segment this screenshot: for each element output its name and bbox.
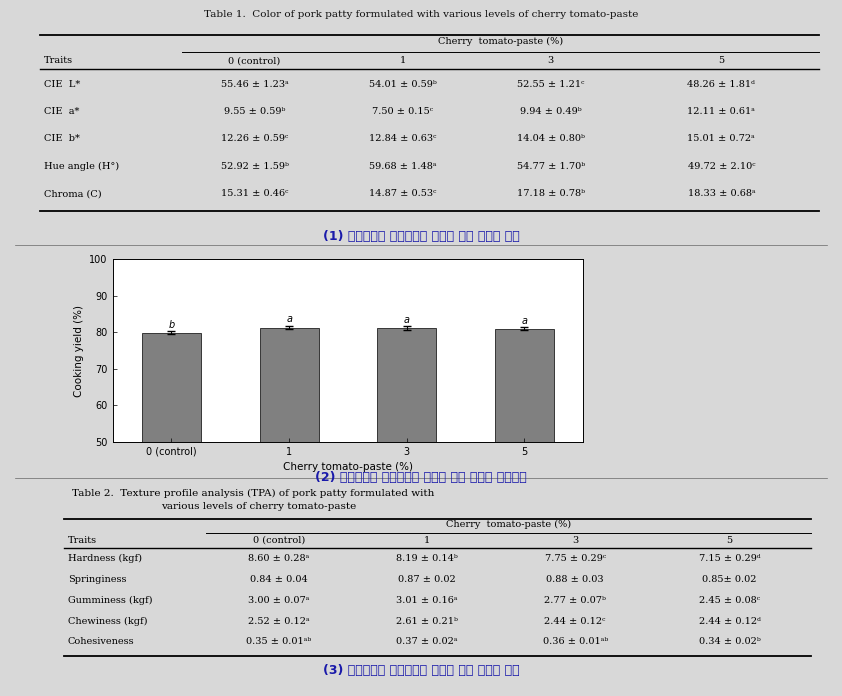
Text: CIE  L*: CIE L* <box>44 79 80 88</box>
Text: 1: 1 <box>400 56 406 65</box>
Text: (3) 방울토마토 페이스트를 첨가한 돈육 패티의 물성: (3) 방울토마토 페이스트를 첨가한 돈육 패티의 물성 <box>322 664 520 677</box>
Text: Hue angle (H°): Hue angle (H°) <box>44 161 119 171</box>
Text: various levels of cherry tomato-paste: various levels of cherry tomato-paste <box>162 502 356 511</box>
Text: 0.85± 0.02: 0.85± 0.02 <box>702 575 757 584</box>
Text: 0.87 ± 0.02: 0.87 ± 0.02 <box>398 575 456 584</box>
Text: 48.26 ± 1.81ᵈ: 48.26 ± 1.81ᵈ <box>687 79 755 88</box>
Text: 2.52 ± 0.12ᵃ: 2.52 ± 0.12ᵃ <box>248 617 310 626</box>
Text: 17.18 ± 0.78ᵇ: 17.18 ± 0.78ᵇ <box>517 189 585 198</box>
Text: CIE  a*: CIE a* <box>44 107 79 116</box>
Text: a: a <box>404 315 410 324</box>
Text: Traits: Traits <box>44 56 72 65</box>
Text: 0.84 ± 0.04: 0.84 ± 0.04 <box>250 575 308 584</box>
Text: 2.44 ± 0.12ᵈ: 2.44 ± 0.12ᵈ <box>699 617 760 626</box>
Text: 2.45 ± 0.08ᶜ: 2.45 ± 0.08ᶜ <box>699 596 760 605</box>
Text: 15.01 ± 0.72ᵃ: 15.01 ± 0.72ᵃ <box>687 134 755 143</box>
Text: 0.37 ± 0.02ᵃ: 0.37 ± 0.02ᵃ <box>397 638 458 647</box>
Text: (2) 방울토마토 페이스트를 첨가한 돈육 패티의 가열수율: (2) 방울토마토 페이스트를 첨가한 돈육 패티의 가열수율 <box>315 471 527 484</box>
Text: 0.35 ± 0.01ᵃᵇ: 0.35 ± 0.01ᵃᵇ <box>247 638 312 647</box>
Text: (1) 방울토마토 페이스트를 쳊가한 돈육 패티의 색도: (1) 방울토마토 페이스트를 쳊가한 돈육 패티의 색도 <box>322 230 520 243</box>
Text: 0.34 ± 0.02ᵇ: 0.34 ± 0.02ᵇ <box>699 638 760 647</box>
Text: Gumminess (kgf): Gumminess (kgf) <box>68 596 152 605</box>
Text: Cherry  tomato-paste (%): Cherry tomato-paste (%) <box>438 37 562 46</box>
Text: a: a <box>286 315 292 324</box>
Text: 3: 3 <box>572 536 578 545</box>
Text: 15.31 ± 0.46ᶜ: 15.31 ± 0.46ᶜ <box>221 189 288 198</box>
Text: 3.01 ± 0.16ᵃ: 3.01 ± 0.16ᵃ <box>397 596 458 605</box>
Text: 9.94 ± 0.49ᵇ: 9.94 ± 0.49ᵇ <box>520 107 582 116</box>
Text: a: a <box>521 316 527 326</box>
Text: 52.55 ± 1.21ᶜ: 52.55 ± 1.21ᶜ <box>517 79 584 88</box>
Text: 0.36 ± 0.01ᵃᵇ: 0.36 ± 0.01ᵃᵇ <box>542 638 608 647</box>
Bar <box>377 328 436 625</box>
Bar <box>142 333 201 625</box>
Text: 55.46 ± 1.23ᵃ: 55.46 ± 1.23ᵃ <box>221 79 289 88</box>
Text: 2.61 ± 0.21ᵇ: 2.61 ± 0.21ᵇ <box>396 617 458 626</box>
Text: 2.77 ± 0.07ᵇ: 2.77 ± 0.07ᵇ <box>544 596 606 605</box>
Text: CIE  b*: CIE b* <box>44 134 79 143</box>
Text: 9.55 ± 0.59ᵇ: 9.55 ± 0.59ᵇ <box>224 107 285 116</box>
Text: 49.72 ± 2.10ᶜ: 49.72 ± 2.10ᶜ <box>688 161 755 171</box>
Text: 5: 5 <box>718 56 724 65</box>
Bar <box>259 328 318 625</box>
Text: Cherry  tomato-paste (%): Cherry tomato-paste (%) <box>445 521 571 530</box>
X-axis label: Cherry tomato-paste (%): Cherry tomato-paste (%) <box>283 462 413 473</box>
Text: 14.04 ± 0.80ᵇ: 14.04 ± 0.80ᵇ <box>517 134 585 143</box>
Text: 0.88 ± 0.03: 0.88 ± 0.03 <box>546 575 604 584</box>
Text: 7.75 ± 0.29ᶜ: 7.75 ± 0.29ᶜ <box>545 554 606 563</box>
Text: 12.11 ± 0.61ᵃ: 12.11 ± 0.61ᵃ <box>687 107 755 116</box>
Text: 7.15 ± 0.29ᵈ: 7.15 ± 0.29ᵈ <box>699 554 760 563</box>
Text: 3.00 ± 0.07ᵃ: 3.00 ± 0.07ᵃ <box>248 596 310 605</box>
Text: 0 (control): 0 (control) <box>253 536 305 545</box>
Text: 54.01 ± 0.59ᵇ: 54.01 ± 0.59ᵇ <box>369 79 437 88</box>
Text: 8.19 ± 0.14ᵇ: 8.19 ± 0.14ᵇ <box>397 554 458 563</box>
Text: 52.92 ± 1.59ᵇ: 52.92 ± 1.59ᵇ <box>221 161 289 171</box>
Text: b: b <box>168 319 174 330</box>
Text: 2.44 ± 0.12ᶜ: 2.44 ± 0.12ᶜ <box>545 617 606 626</box>
Text: Table 1.  Color of pork patty formulated with various levels of cherry tomato-pa: Table 1. Color of pork patty formulated … <box>204 10 638 19</box>
Text: 1: 1 <box>424 536 430 545</box>
Text: 7.50 ± 0.15ᶜ: 7.50 ± 0.15ᶜ <box>372 107 434 116</box>
Text: Chewiness (kgf): Chewiness (kgf) <box>68 617 147 626</box>
Text: Traits: Traits <box>68 536 97 545</box>
Text: Cohesiveness: Cohesiveness <box>68 638 135 647</box>
Text: 8.60 ± 0.28ᵃ: 8.60 ± 0.28ᵃ <box>248 554 310 563</box>
Text: Table 2.  Texture profile analysis (TPA) of pork patty formulated with: Table 2. Texture profile analysis (TPA) … <box>72 489 434 498</box>
Text: 3: 3 <box>548 56 554 65</box>
Bar <box>495 329 554 625</box>
Y-axis label: Cooking yield (%): Cooking yield (%) <box>74 305 83 397</box>
Text: Chroma (C): Chroma (C) <box>44 189 101 198</box>
Text: 18.33 ± 0.68ᵃ: 18.33 ± 0.68ᵃ <box>688 189 755 198</box>
Text: 12.26 ± 0.59ᶜ: 12.26 ± 0.59ᶜ <box>221 134 288 143</box>
Text: 59.68 ± 1.48ᵃ: 59.68 ± 1.48ᵃ <box>369 161 436 171</box>
Text: 5: 5 <box>727 536 733 545</box>
Text: 12.84 ± 0.63ᶜ: 12.84 ± 0.63ᶜ <box>369 134 436 143</box>
Text: Springiness: Springiness <box>68 575 126 584</box>
Text: 14.87 ± 0.53ᶜ: 14.87 ± 0.53ᶜ <box>369 189 436 198</box>
Text: Hardness (kgf): Hardness (kgf) <box>68 553 142 563</box>
Text: 54.77 ± 1.70ᵇ: 54.77 ± 1.70ᵇ <box>517 161 585 171</box>
Text: 0 (control): 0 (control) <box>228 56 280 65</box>
